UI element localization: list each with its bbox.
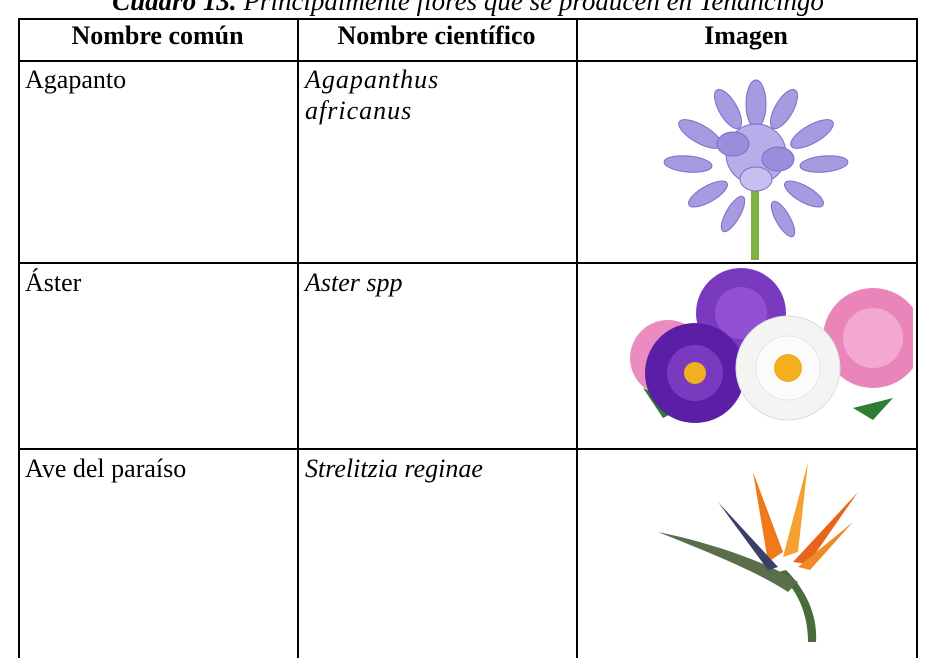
rule bbox=[916, 18, 918, 658]
rule bbox=[18, 262, 918, 264]
rule bbox=[576, 18, 578, 658]
scientific-name: Strelitzia reginae bbox=[305, 454, 483, 483]
header-cell: Nombre científico bbox=[337, 21, 536, 50]
caption-label: Cuadro 13. bbox=[112, 0, 237, 16]
scientific-name: Aster spp bbox=[305, 268, 403, 297]
header-cell: Nombre común bbox=[71, 21, 244, 50]
agapanthus-image bbox=[663, 79, 849, 260]
strelitzia-image bbox=[658, 462, 858, 642]
caption: Cuadro 13. Principalmente flores que se … bbox=[0, 0, 936, 17]
rule bbox=[18, 448, 918, 450]
caption-text: Principalmente flores que se producen en… bbox=[243, 0, 824, 16]
header-cell: Imagen bbox=[704, 21, 788, 50]
aster-image bbox=[630, 268, 913, 423]
rule bbox=[297, 18, 299, 658]
table: Nombre común Nombre científico Imagen Ag… bbox=[18, 18, 918, 658]
common-name: Ave del paraíso bbox=[25, 454, 187, 483]
rule bbox=[18, 18, 918, 20]
scientific-name: Agapanthus africanus bbox=[305, 65, 440, 125]
rule bbox=[18, 18, 20, 658]
rule bbox=[18, 60, 918, 62]
common-name: Áster bbox=[25, 268, 82, 297]
common-name: Agapanto bbox=[25, 65, 127, 94]
